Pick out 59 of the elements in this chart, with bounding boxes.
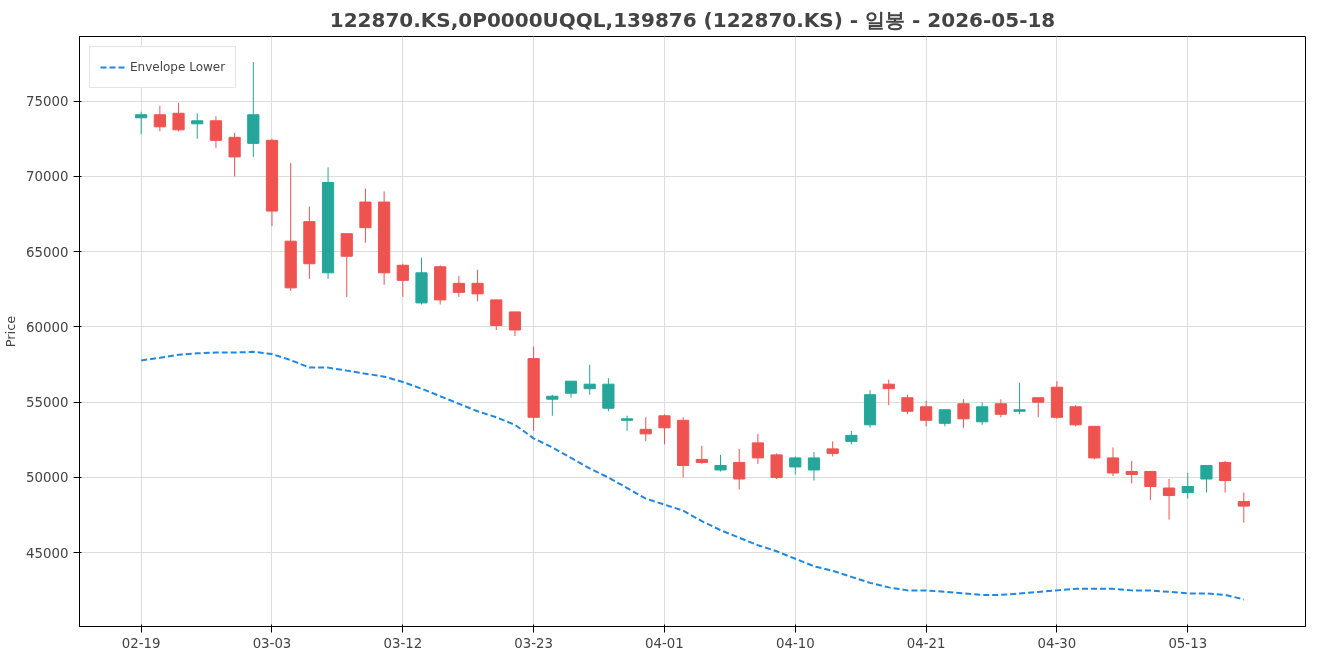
candlestick (452, 275, 465, 298)
candlestick (191, 112, 204, 140)
candlestick (1237, 492, 1250, 524)
candlestick (976, 401, 989, 426)
candlestick (807, 451, 821, 482)
candlestick (1032, 397, 1045, 418)
candlestick (508, 311, 522, 337)
candlestick (153, 105, 166, 132)
candlestick (751, 433, 765, 465)
candlestick (471, 269, 484, 302)
candlestick (639, 416, 652, 442)
y-tick-label: 50000 (26, 470, 69, 486)
x-tick-label: 03-12 (383, 635, 423, 651)
candlestick (340, 233, 353, 298)
x-tick-label: 02-19 (121, 635, 161, 651)
candlestick (901, 394, 914, 415)
candlestick (733, 448, 746, 491)
candlestick (228, 132, 241, 177)
x-tick-label: 03-23 (514, 635, 554, 651)
candlestick (1219, 460, 1232, 494)
candlestick (172, 102, 185, 132)
candlestick (1200, 464, 1213, 494)
x-tick-label: 05-13 (1168, 635, 1208, 651)
candlestick (583, 364, 596, 396)
y-tick-label: 75000 (26, 94, 69, 110)
candlestick (546, 394, 559, 417)
candlestick (1144, 470, 1157, 501)
y-tick-label: 45000 (26, 545, 69, 561)
candlestick (1106, 446, 1120, 477)
candlestick (135, 111, 148, 135)
candlestick (620, 415, 634, 432)
y-tick-label: 70000 (26, 169, 69, 185)
line-series (140, 350, 1245, 601)
x-tick-label: 03-03 (252, 635, 292, 651)
candlestick (658, 413, 671, 445)
candlestick (882, 379, 895, 406)
candlestick (994, 398, 1007, 418)
candlestick (1069, 404, 1082, 427)
x-tick-label: 04-30 (1037, 635, 1077, 651)
y-tick-label: 55000 (26, 395, 69, 411)
candlestick (957, 398, 970, 429)
candlestick (695, 445, 708, 465)
y-tick-label: 65000 (26, 244, 69, 260)
candlestick (920, 400, 933, 427)
y-tick-label: 60000 (26, 319, 69, 335)
chart-title: 122870.KS,0P0000UQQL,139876 (122870.KS) - 일봉 - 2026-05-18 (329, 7, 1056, 32)
x-tick-label: 04-10 (775, 635, 815, 651)
candlestick (1013, 382, 1026, 415)
candlestick (1181, 472, 1194, 500)
candlestick (1162, 478, 1176, 521)
candlestick (789, 455, 802, 475)
candlestick (1125, 460, 1138, 485)
candlestick (396, 263, 409, 298)
candlestick (209, 115, 223, 149)
candlestick (770, 452, 783, 480)
y-axis-title: Price (3, 315, 19, 348)
x-tick-label: 04-21 (906, 635, 946, 651)
x-tick-label: 04-01 (645, 635, 684, 651)
legend-label: Envelope Lower (130, 60, 226, 74)
